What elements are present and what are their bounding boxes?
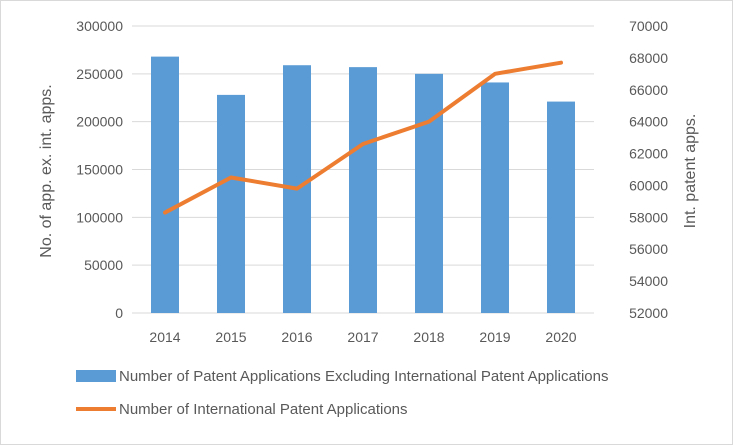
- y2-tick-label: 70000: [629, 18, 668, 34]
- legend-swatch-bar: [76, 370, 116, 382]
- line-point-2017: [361, 142, 365, 146]
- y-tick-label: 100000: [76, 209, 123, 225]
- line-point-2014: [163, 211, 167, 215]
- y2-tick-label: 60000: [629, 177, 668, 193]
- y2-tick-label: 52000: [629, 305, 668, 321]
- bar-2014: [151, 56, 179, 313]
- legend-label-bar: Number of Patent Applications Excluding …: [119, 368, 608, 385]
- y-axis-ticks: 0 50000 100000 150000 200000 250000 300000: [76, 18, 123, 321]
- line-point-2015: [229, 175, 233, 179]
- y-tick-label: 200000: [76, 114, 123, 130]
- y-tick-label: 150000: [76, 162, 123, 178]
- line-point-2018: [427, 120, 431, 124]
- y-tick-label: 300000: [76, 18, 123, 34]
- y2-tick-label: 58000: [629, 209, 668, 225]
- x-axis-ticks: 2014 2015 2016 2017 2018 2019 2020: [149, 329, 576, 345]
- line-point-2019: [493, 72, 497, 76]
- bar-2015: [217, 94, 245, 313]
- bar-2020: [547, 101, 575, 314]
- y-tick-label: 250000: [76, 66, 123, 82]
- y2-tick-label: 54000: [629, 273, 668, 289]
- x-tick-label: 2020: [545, 329, 576, 345]
- y2-tick-label: 68000: [629, 50, 668, 66]
- legend-label-line: Number of International Patent Applicati…: [119, 401, 408, 418]
- y2-tick-label: 66000: [629, 82, 668, 98]
- bar-2018: [415, 73, 443, 313]
- x-tick-label: 2015: [215, 329, 246, 345]
- bar-series: [151, 56, 575, 314]
- y2-axis-title: Int. patent apps.: [682, 114, 699, 229]
- x-tick-label: 2016: [281, 329, 312, 345]
- y-tick-label: 0: [115, 305, 123, 321]
- line-series: [163, 60, 563, 215]
- y2-tick-label: 56000: [629, 241, 668, 257]
- x-tick-label: 2017: [347, 329, 378, 345]
- y2-axis-ticks: 52000 54000 56000 58000 60000 62000 64000 66000…: [629, 18, 668, 321]
- x-tick-label: 2018: [413, 329, 444, 345]
- y-tick-label: 50000: [84, 257, 123, 273]
- y2-tick-label: 62000: [629, 146, 668, 162]
- x-tick-label: 2019: [479, 329, 510, 345]
- line-point-2016: [295, 187, 299, 191]
- x-tick-label: 2014: [149, 329, 180, 345]
- y2-tick-label: 64000: [629, 114, 668, 130]
- legend: Number of Patent Applications Excluding …: [76, 368, 608, 418]
- y-axis-title: No. of app. ex. int. apps.: [38, 84, 55, 257]
- bar-2019: [481, 82, 509, 314]
- line-point-2020: [559, 61, 563, 65]
- bar-2017: [349, 67, 377, 314]
